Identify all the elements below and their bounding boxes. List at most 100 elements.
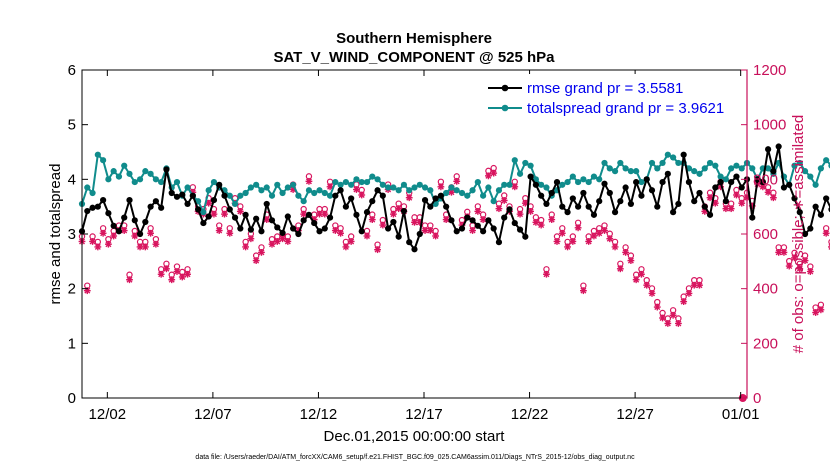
totalspread-point: [158, 178, 165, 186]
totalspread-point: [342, 178, 349, 186]
obs-assim-stroke: [453, 178, 460, 185]
obs-assim-stroke: [474, 208, 481, 215]
totalspread-point: [464, 192, 471, 199]
obs-assim-stroke: [569, 238, 576, 245]
totalspread-point: [231, 200, 239, 208]
rmse-point: [722, 198, 729, 205]
rmse-point: [158, 204, 165, 211]
obs-assim-stroke: [712, 200, 719, 207]
obs-assim-stroke: [796, 265, 803, 272]
obs-count-marker: [574, 219, 582, 232]
obs-assim-stroke: [253, 257, 260, 264]
rmse-point: [300, 217, 307, 224]
x-tick-label: 12/27: [616, 406, 654, 423]
obs-count-marker: [147, 225, 155, 237]
totalspread-point: [268, 192, 276, 199]
obs-count-marker: [511, 178, 519, 191]
obs-assim-stroke: [696, 282, 703, 289]
obs-assim-stroke: [269, 241, 275, 248]
rmse-point: [506, 206, 513, 213]
rmse-point: [305, 211, 313, 218]
totalspread-point: [559, 181, 566, 188]
obs-count-marker: [358, 186, 366, 199]
rmse-point: [400, 207, 408, 215]
totalspread-point: [242, 189, 249, 197]
obs-count-marker: [110, 227, 118, 240]
obs-count-marker: [611, 238, 619, 251]
totalspread-point: [94, 151, 101, 158]
totalspread-point: [226, 192, 233, 199]
rmse-point: [221, 192, 228, 199]
obs-count-marker: [806, 263, 814, 275]
totalspread-point: [200, 209, 207, 216]
rmse-point: [432, 195, 439, 202]
rmse-point: [390, 218, 397, 226]
obs-assim-stroke: [791, 254, 798, 261]
totalspread-point: [390, 184, 397, 191]
totalspread-point: [253, 181, 260, 188]
totalspread-point: [765, 165, 772, 172]
totalspread-point: [638, 178, 645, 186]
totalspread-point: [701, 165, 708, 172]
rmse-point: [812, 203, 819, 210]
totalspread-point: [332, 178, 339, 186]
obs-assim-stroke: [89, 238, 96, 245]
obs-count-marker: [226, 225, 234, 237]
rmse-point: [817, 211, 824, 218]
rmse-point: [237, 225, 244, 232]
data-file-footnote: data file: /Users/raeder/DAI/ATM_forcXX/…: [195, 454, 635, 461]
obs-assim-stroke: [406, 194, 413, 201]
rmse-point: [775, 143, 782, 150]
totalspread-point: [538, 181, 545, 188]
obs-assim-stroke: [580, 287, 587, 294]
obs-count-marker: [532, 214, 540, 226]
obs-assim-stroke: [94, 243, 101, 250]
obs-assim-stroke: [422, 227, 429, 234]
plot-area: [82, 70, 747, 398]
rmse-point: [136, 230, 144, 238]
rmse-point: [89, 204, 96, 211]
y-right-tick-label: 600: [753, 226, 778, 243]
rmse-point: [205, 213, 212, 220]
obs-assim-stroke: [163, 265, 170, 272]
totalspread-point: [501, 181, 508, 188]
obs-assim-stroke: [638, 271, 645, 278]
obs-assim-stroke: [554, 238, 560, 245]
obs-assim-stroke: [126, 276, 133, 283]
obs-assim-stroke: [448, 189, 455, 196]
rmse-point: [453, 228, 460, 235]
obs-assim-stroke: [606, 235, 613, 242]
obs-count-marker: [653, 298, 661, 311]
obs-assim-stroke: [432, 233, 439, 239]
totalspread-point: [458, 189, 466, 197]
totalspread-point: [469, 187, 476, 194]
obs-assim-stroke: [411, 219, 418, 226]
totalspread-point: [274, 181, 281, 188]
obs-assim-stroke: [707, 194, 714, 201]
obs-assim-stroke: [274, 238, 281, 245]
rmse-point: [464, 214, 471, 221]
rmse-point: [480, 228, 487, 235]
obs-assim-stroke: [823, 230, 830, 237]
obs-assim-stroke: [364, 233, 370, 239]
obs-count-marker: [247, 230, 255, 243]
rmse-point: [712, 184, 719, 191]
totalspread-point: [147, 170, 154, 177]
obs-assim-stroke: [812, 309, 819, 316]
rmse-point: [247, 226, 254, 233]
obs-assim-stroke: [174, 268, 180, 275]
legend: rmse grand pr = 3.5581 totalspread grand…: [484, 74, 740, 119]
obs-assim-stroke: [427, 227, 434, 234]
totalspread-point: [796, 159, 803, 167]
totalspread-point: [358, 178, 365, 186]
obs-count-marker: [548, 211, 556, 223]
obs-assim-stroke: [205, 200, 212, 207]
rmse-point: [759, 178, 766, 186]
obs-count-marker: [432, 227, 440, 240]
totalspread-point: [801, 168, 809, 175]
rmse-point: [786, 181, 793, 188]
obs-count-marker: [537, 216, 545, 229]
obs-assim-stroke: [659, 315, 666, 321]
totalspread-point: [100, 157, 107, 164]
